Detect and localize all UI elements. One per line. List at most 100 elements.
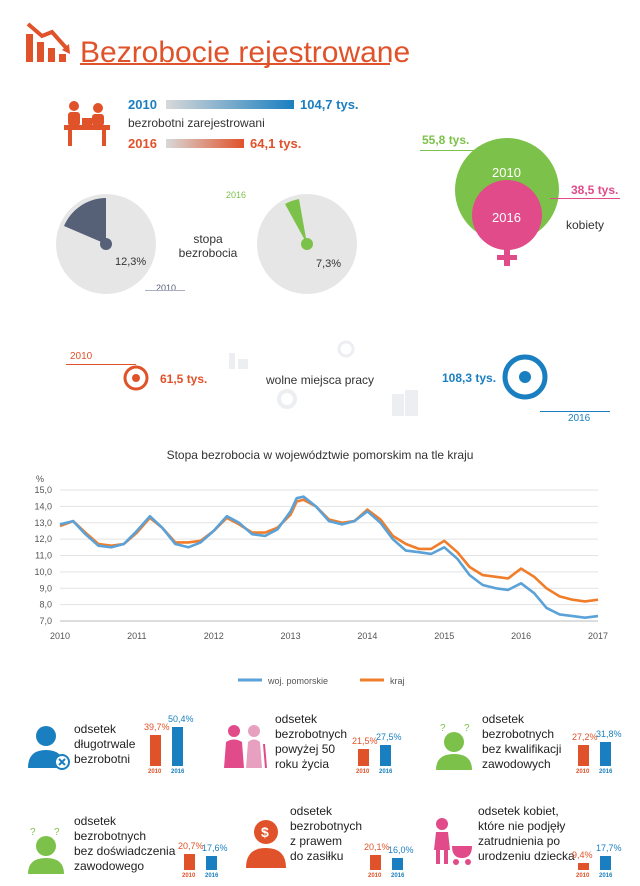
rate-circle-2010 [56, 194, 156, 294]
mother-stroller-icon [434, 818, 472, 865]
y-tick-label: 11,0 [35, 551, 52, 561]
stat-label-line: odsetek [275, 712, 318, 726]
stat-label-line: bez doświadczenia [74, 844, 176, 858]
svg-text:?: ? [464, 723, 470, 734]
jobs-value-2010: 61,5 tys. [160, 372, 208, 386]
rate-year-2016: 2016 [226, 190, 247, 200]
value-2016: 27,5% [376, 731, 402, 742]
registered-value-2016: 64,1 tys. [250, 136, 302, 151]
x-tick-label: 2013 [281, 631, 301, 641]
person-clock-icon [28, 726, 70, 770]
year-2016: 2016 [379, 769, 393, 775]
jobs-label: wolne miejsca pracy [266, 373, 375, 387]
stat-label-line: zawodowego [74, 859, 145, 873]
rate-value-2016: 7,3% [316, 258, 342, 270]
stat-label-line: odsetek [74, 814, 117, 828]
stat-label: odsetek bezrobotnych bez kwalifikacji zawod… [482, 712, 561, 772]
value-2010: 20,1% [364, 841, 390, 852]
year-2010: 2010 [356, 769, 370, 775]
year-2016: 2016 [171, 769, 185, 775]
jobs-target-2010 [123, 365, 149, 391]
bar-2010 [370, 854, 381, 870]
value-2010: 20,7% [178, 841, 204, 852]
rate-circle-2016 [257, 194, 357, 294]
legend-label: woj. pomorskie [267, 676, 328, 686]
series-line-pomorskie [59, 495, 599, 619]
stat-label-line: odsetek [290, 804, 333, 818]
bar-2016 [600, 856, 611, 870]
women-circles [455, 138, 559, 266]
stat-label: odsetek długotrwale bezrobotni [74, 722, 135, 767]
jobs-target-2016 [502, 354, 548, 400]
value-2010: 9,4% [572, 849, 593, 860]
value-2016: 31,8% [596, 728, 622, 739]
confused-person-icon: ?? [28, 827, 64, 874]
stat-label: odsetek bezrobotnych powyżej 50 roku życia [275, 712, 347, 772]
x-tick-label: 2014 [357, 631, 377, 641]
x-tick-label: 2017 [588, 631, 608, 641]
registered-label: bezrobotni zarejestrowani [128, 116, 265, 130]
rate-leader-2010 [145, 290, 185, 291]
jobs-value-2016: 108,3 tys. [442, 371, 497, 385]
x-tick-label: 2012 [204, 631, 224, 641]
women-year-2010: 2010 [492, 165, 521, 180]
bar-2010 [358, 749, 369, 766]
stat-label-line: urodzeniu dziecka [478, 849, 575, 863]
y-axis-label: % [36, 474, 44, 484]
stat-label: odsetek kobiet, które nie podjęły zatrudni… [478, 804, 575, 864]
year-2016: 2016 [205, 873, 219, 879]
jobs-year-2010: 2010 [70, 351, 93, 362]
x-tick-label: 2011 [127, 631, 146, 641]
y-tick-label: 14,0 [34, 501, 52, 511]
faint-pin-icon [337, 340, 355, 358]
svg-text:?: ? [440, 723, 446, 734]
title-underline [80, 63, 390, 65]
stat-label-line: roku życia [275, 757, 330, 771]
value-2016: 17,6% [202, 843, 228, 854]
stat-label-line: długotrwale [74, 737, 136, 751]
svg-text:?: ? [54, 827, 60, 838]
registered-bar-2016 [166, 139, 245, 148]
registered-bar-2010 [166, 100, 294, 109]
faint-gear-icon [277, 389, 297, 409]
y-tick-label: 7,0 [39, 616, 52, 626]
stat-label: odsetek bezrobotnych bez doświadczenia zawo… [74, 814, 175, 874]
stat-label-line: zatrudnienia po [478, 834, 561, 848]
line-chart: %15,0 14,0 13,0 12,0 11,0 10,0 9,0 8,0 7,0 2010 20… [34, 474, 608, 686]
y-tick-label: 13,0 [34, 518, 52, 528]
y-tick-label: 12,0 [34, 534, 52, 544]
jobs-year-2016: 2016 [568, 413, 591, 424]
chart-decline-icon [26, 22, 70, 62]
women-label: kobiety [566, 218, 605, 232]
bar-2016 [392, 857, 403, 870]
y-tick-label: 10,0 [34, 567, 52, 577]
x-tick-label: 2015 [434, 631, 454, 641]
faint-tools-icon [229, 353, 248, 369]
registered-year-2016: 2016 [128, 136, 157, 151]
bar-2010 [150, 735, 161, 766]
stat-label-line: bezrobotnych [275, 727, 348, 741]
legend-label: kraj [390, 676, 405, 686]
x-tick-label: 2010 [50, 631, 70, 641]
stat-label-line: odsetek [482, 712, 525, 726]
stat-label-line: bezrobotnych [482, 727, 555, 741]
value-2016: 16,0% [388, 844, 414, 855]
bar-2016 [380, 744, 391, 766]
stat-label-line: odsetek [74, 722, 117, 736]
svg-text:?: ? [30, 827, 36, 838]
women-value-2016: 38,5 tys. [571, 183, 619, 197]
stat-label-line: bez kwalifikacji [482, 742, 562, 756]
year-2010: 2010 [368, 873, 382, 879]
year-2016: 2016 [391, 873, 405, 879]
y-tick-label: 9,0 [39, 583, 52, 593]
stat-label-line: które nie podjęły [478, 819, 566, 833]
y-tick-label: 8,0 [39, 600, 52, 610]
stat-label: odsetek bezrobotnych z prawem do zasiłku [290, 804, 362, 864]
stat-label-line: bezrobotni [74, 752, 131, 766]
chart-title: Stopa bezrobocia w województwie pomorski… [166, 448, 474, 462]
bar-2016 [172, 727, 183, 766]
bar-2010 [578, 745, 589, 766]
stat-label-line: do zasiłku [290, 849, 344, 863]
dollar-person-icon: $ [246, 820, 286, 868]
year-2016: 2016 [599, 769, 613, 775]
